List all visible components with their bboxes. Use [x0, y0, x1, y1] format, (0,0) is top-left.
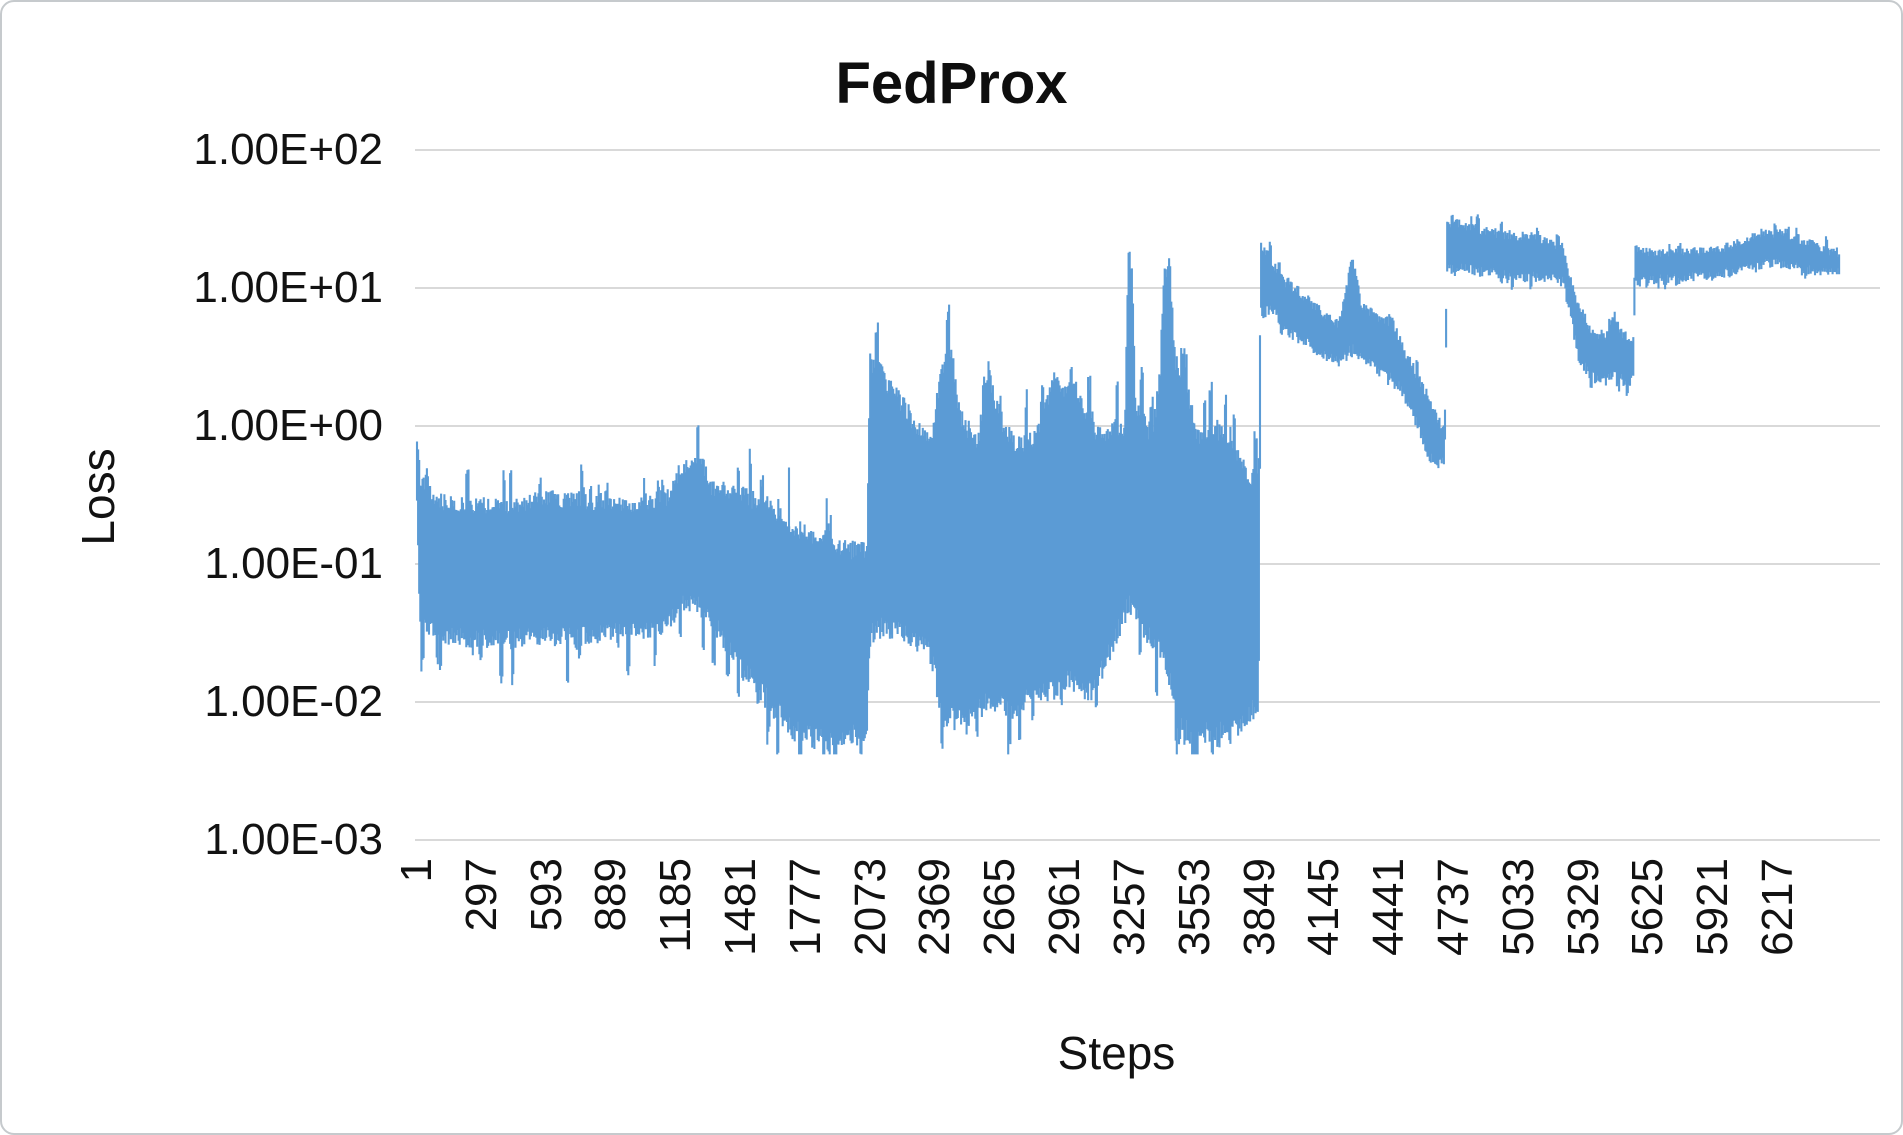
- x-tick-label: 1481: [716, 858, 766, 956]
- x-tick-label: 2369: [910, 858, 960, 956]
- x-tick-label: 1: [392, 858, 441, 883]
- y-tick-label: 1.00E-02: [204, 677, 383, 726]
- x-tick-label: 3849: [1234, 858, 1284, 956]
- x-tick-label: 5033: [1493, 858, 1543, 956]
- x-tick-label: 1777: [780, 858, 830, 956]
- x-tick-label: 297: [456, 858, 506, 932]
- x-tick-label: 6217: [1753, 858, 1803, 956]
- chart-title: FedProx: [835, 51, 1068, 116]
- x-tick-label: 889: [586, 858, 636, 932]
- y-axis-title: Loss: [72, 448, 124, 546]
- x-tick-label: 3553: [1169, 858, 1219, 956]
- x-tick-label: 2073: [845, 858, 895, 956]
- y-tick-label: 1.00E+01: [193, 263, 383, 312]
- x-tick-label: 2961: [1040, 858, 1090, 956]
- x-tick-label: 5921: [1688, 858, 1738, 956]
- y-tick-label: 1.00E-03: [204, 815, 383, 864]
- y-tick-label: 1.00E+02: [193, 125, 383, 174]
- y-tick-label: 1.00E+00: [193, 401, 383, 450]
- x-tick-label: 593: [521, 858, 571, 932]
- x-tick-label: 4145: [1299, 858, 1349, 956]
- x-axis-title: Steps: [2, 1026, 1901, 1080]
- x-axis-title-text: Steps: [1057, 1027, 1176, 1079]
- y-tick-label: 1.00E-01: [204, 539, 383, 588]
- x-tick-label: 3257: [1104, 858, 1154, 956]
- x-tick-label: 2665: [975, 858, 1025, 956]
- x-tick-label: 4737: [1428, 858, 1478, 956]
- loss-series: [415, 214, 1841, 755]
- x-tick-label: 1185: [651, 858, 701, 953]
- x-tick-label: 4441: [1364, 858, 1414, 956]
- x-tick-label: 5329: [1558, 858, 1608, 956]
- x-tick-label: 5625: [1623, 858, 1673, 956]
